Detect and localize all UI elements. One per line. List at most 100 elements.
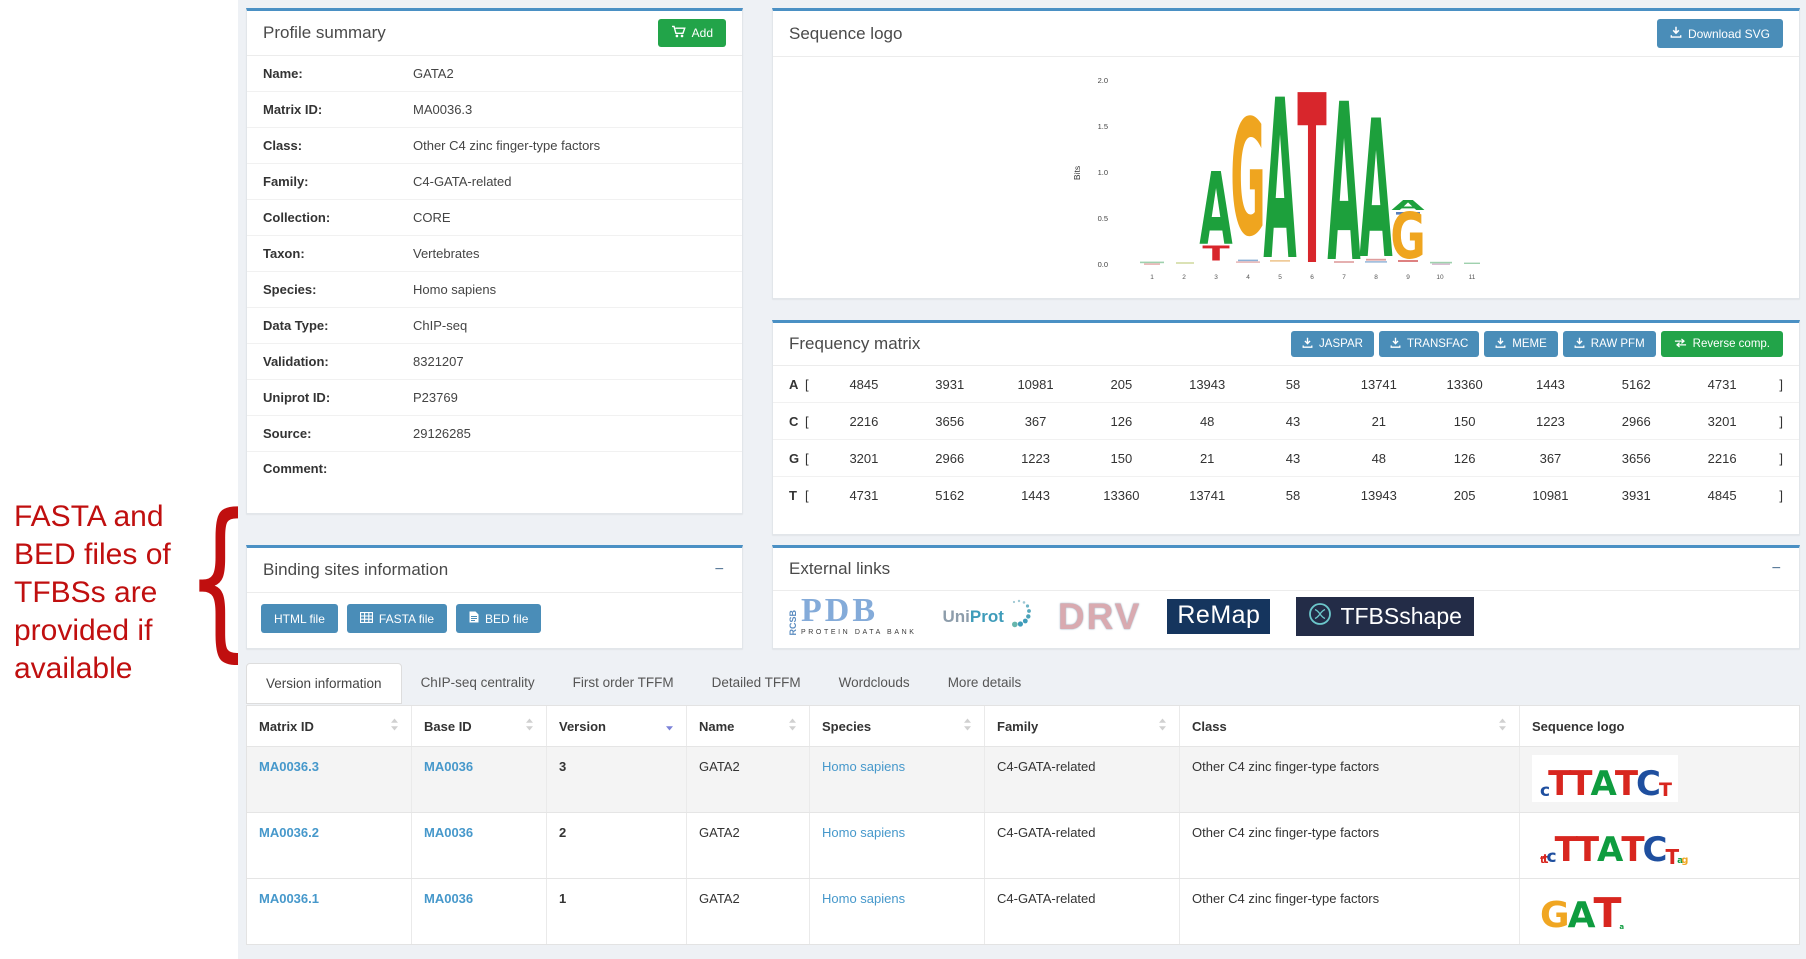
- binding-sites-panel: Binding sites information − HTML file FA…: [246, 545, 743, 649]
- field-collection: Collection: CORE: [247, 200, 742, 236]
- version-cell: 1: [547, 879, 687, 944]
- transfac-download-button[interactable]: TRANSFAC: [1378, 331, 1480, 357]
- cart-icon: [671, 25, 686, 41]
- annotation-text: FASTA and BED files of TFBSs are provide…: [14, 500, 171, 685]
- collapse-icon[interactable]: −: [1771, 560, 1781, 577]
- tfbsshape-link[interactable]: TFBSshape: [1296, 597, 1474, 636]
- add-to-cart-button[interactable]: Add: [657, 19, 726, 47]
- column-header-version[interactable]: Version: [547, 706, 687, 746]
- name-cell: GATA2: [687, 813, 810, 878]
- svg-text:7: 7: [1342, 274, 1346, 281]
- profile-summary-panel: Profile summary Add Name: GATA2 Matrix I…: [246, 8, 743, 514]
- sort-icon: [390, 718, 399, 734]
- svg-text:0.5: 0.5: [1098, 214, 1108, 223]
- sequence-logo-panel: Sequence logo Download SVG Bits 2.0 1.5 …: [772, 8, 1800, 299]
- column-header-name[interactable]: Name: [687, 706, 810, 746]
- version-cell: 2: [547, 813, 687, 878]
- species-link[interactable]: Homo sapiens: [810, 879, 985, 944]
- species-link[interactable]: Homo sapiens: [413, 282, 497, 297]
- column-header-family[interactable]: Family: [985, 706, 1180, 746]
- reverse-complement-button[interactable]: Reverse comp.: [1660, 331, 1783, 357]
- meme-download-button[interactable]: MEME: [1484, 331, 1558, 357]
- matrix-id-link[interactable]: MA0036.3: [247, 747, 412, 812]
- svg-text:5: 5: [1278, 274, 1282, 281]
- sort-icon-active-desc: [665, 718, 674, 734]
- sequence-logo-figure: Bits 2.0 1.5 1.0 0.5 0.0: [1072, 61, 1480, 293]
- field-uniprot-id: Uniprot ID: P23769: [247, 380, 742, 416]
- frequency-matrix-panel: Frequency matrix JASPAR TRANSFAC MEME RA…: [772, 320, 1800, 535]
- html-file-button[interactable]: HTML file: [261, 604, 338, 633]
- pdb-link[interactable]: RCSB PDB PROTEIN DATA BANK: [788, 592, 917, 637]
- tab-first-order-tffm[interactable]: First order TFFM: [572, 675, 674, 690]
- family-cell: C4-GATA-related: [985, 813, 1180, 878]
- collapse-icon[interactable]: −: [714, 561, 724, 578]
- external-links-panel: External links − RCSB PDB PROTEIN DATA B…: [772, 545, 1800, 649]
- download-icon: [1670, 26, 1682, 41]
- svg-text:A: A: [1199, 153, 1233, 269]
- sequence-logo-title: Sequence logo: [789, 23, 903, 43]
- uniprot-link[interactable]: Uni Prot: [943, 599, 1032, 634]
- base-id-link[interactable]: MA0036: [412, 747, 547, 812]
- svg-text:A: A: [1327, 61, 1360, 293]
- svg-text:9: 9: [1406, 274, 1410, 281]
- sort-icon: [1498, 718, 1507, 734]
- name-cell: GATA2: [687, 879, 810, 944]
- column-header-sequence-logo: Sequence logo: [1532, 718, 1625, 734]
- download-icon: [1574, 337, 1585, 351]
- source-link[interactable]: 29126285: [413, 426, 471, 441]
- column-header-matrix-id[interactable]: Matrix ID: [247, 706, 412, 746]
- versions-table: Matrix ID Base ID Version Name Species F…: [246, 705, 1800, 945]
- uniprot-link[interactable]: P23769: [413, 390, 458, 405]
- frequency-matrix-title: Frequency matrix: [789, 334, 921, 353]
- page-content: Profile summary Add Name: GATA2 Matrix I…: [238, 0, 1806, 959]
- base-id-link[interactable]: MA0036: [412, 879, 547, 944]
- svg-text:8: 8: [1374, 274, 1378, 281]
- svg-text:G: G: [1230, 85, 1265, 272]
- base-id-link[interactable]: MA0036: [412, 813, 547, 878]
- svg-text:Bits: Bits: [1072, 166, 1082, 180]
- tab-wordclouds[interactable]: Wordclouds: [838, 675, 910, 690]
- external-links-title: External links: [789, 559, 891, 578]
- svg-text:3: 3: [1214, 274, 1218, 281]
- bed-file-button[interactable]: BED file: [456, 604, 542, 633]
- matrix-id-link[interactable]: MA0036.1: [247, 879, 412, 944]
- svg-text:2.0: 2.0: [1098, 76, 1108, 85]
- raw-pfm-download-button[interactable]: RAW PFM: [1562, 331, 1656, 357]
- field-validation: Validation: 8321207: [247, 344, 742, 380]
- matrix-id-link[interactable]: MA0036.2: [247, 813, 412, 878]
- tab-detailed-tffm[interactable]: Detailed TFFM: [711, 675, 801, 690]
- drv-link[interactable]: DRV: [1057, 596, 1142, 637]
- remap-link[interactable]: ReMap: [1167, 598, 1271, 635]
- field-species: Species: Homo sapiens: [247, 272, 742, 308]
- tfbsshape-icon: [1308, 602, 1332, 630]
- column-header-species[interactable]: Species: [810, 706, 985, 746]
- field-comment: Comment:: [263, 461, 328, 476]
- svg-text:11: 11: [1469, 274, 1476, 281]
- matrix-row-T: T [ 4731 5162 1443 13360 13741 58 13943 205 1098…: [789, 487, 1783, 503]
- column-header-base-id[interactable]: Base ID: [412, 706, 547, 746]
- download-svg-button[interactable]: Download SVG: [1656, 19, 1783, 48]
- svg-text:A: A: [1263, 61, 1296, 293]
- field-data-type: Data Type: ChIP-seq: [247, 308, 742, 344]
- species-link[interactable]: Homo sapiens: [810, 747, 985, 812]
- validation-link[interactable]: 8321207: [413, 354, 464, 369]
- tab-version-information[interactable]: Version information: [246, 663, 402, 704]
- species-link[interactable]: Homo sapiens: [810, 813, 985, 878]
- tab-chipseq-centrality[interactable]: ChIP-seq centrality: [420, 675, 535, 690]
- version-cell: 3: [547, 747, 687, 812]
- field-source: Source: 29126285: [247, 416, 742, 452]
- svg-text:1: 1: [1150, 274, 1154, 281]
- download-icon: [1302, 337, 1313, 351]
- fasta-file-button[interactable]: FASTA file: [346, 604, 448, 633]
- class-cell: Other C4 zinc finger-type factors: [1180, 813, 1520, 878]
- table-icon: [359, 611, 374, 626]
- field-family: Family: C4-GATA-related: [247, 164, 742, 200]
- family-cell: C4-GATA-related: [985, 879, 1180, 944]
- jaspar-download-button[interactable]: JASPAR: [1291, 331, 1374, 357]
- column-header-class[interactable]: Class: [1180, 706, 1520, 746]
- tab-more-details[interactable]: More details: [947, 675, 1022, 690]
